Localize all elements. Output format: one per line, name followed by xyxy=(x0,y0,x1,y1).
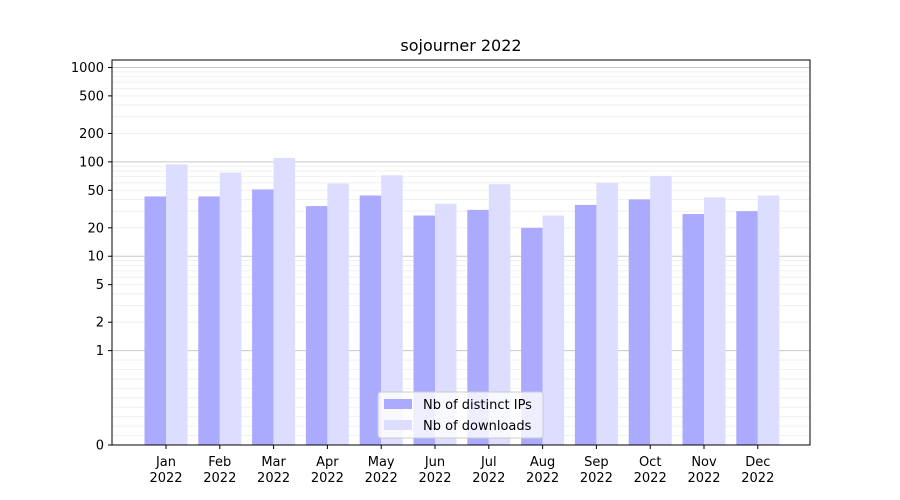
x-tick-label-year: 2022 xyxy=(687,471,720,486)
x-tick-label-year: 2022 xyxy=(257,471,290,486)
x-tick-label-year: 2022 xyxy=(472,471,505,486)
y-tick-label: 2 xyxy=(96,316,104,331)
x-tick-label-year: 2022 xyxy=(526,471,559,486)
bar-downloads xyxy=(596,182,618,445)
y-tick-label: 1 xyxy=(96,344,104,359)
y-tick-label: 1000 xyxy=(71,61,104,76)
x-axis: Jan2022Feb2022Mar2022Apr2022May2022Jun20… xyxy=(149,445,774,486)
bars-layer xyxy=(144,157,780,446)
y-tick-label: 0 xyxy=(96,439,104,454)
bar-distinct-ips xyxy=(252,189,274,445)
x-tick-label-month: Oct xyxy=(639,455,661,470)
y-tick-label: 5 xyxy=(96,278,104,293)
x-tick-label-month: Dec xyxy=(745,455,770,470)
bar-downloads xyxy=(488,184,511,445)
legend-label-distinct-ips: Nb of distinct IPs xyxy=(423,398,532,413)
x-tick-label-year: 2022 xyxy=(203,471,236,486)
x-tick-label-month: Feb xyxy=(208,455,231,470)
plot-frame xyxy=(111,59,811,446)
legend: Nb of distinct IPs Nb of downloads xyxy=(377,391,544,439)
bar-downloads xyxy=(757,195,780,445)
x-tick-label-year: 2022 xyxy=(418,471,451,486)
x-tick-label-year: 2022 xyxy=(311,471,344,486)
bar-distinct-ips xyxy=(521,227,543,445)
legend-box xyxy=(377,391,544,439)
bar-downloads xyxy=(166,164,188,446)
y-tick-label: 10 xyxy=(87,250,104,265)
x-tick-label-year: 2022 xyxy=(149,471,182,486)
bar-downloads xyxy=(435,203,457,445)
legend-swatch-distinct-ips xyxy=(384,399,412,409)
bar-distinct-ips xyxy=(359,195,382,445)
x-tick-label-month: Jan xyxy=(155,455,176,470)
x-tick-label-month: Sep xyxy=(584,455,609,470)
bar-distinct-ips xyxy=(144,196,166,445)
x-tick-label-month: Mar xyxy=(261,455,286,470)
x-tick-label-year: 2022 xyxy=(365,471,398,486)
y-tick-label: 200 xyxy=(79,127,104,142)
x-tick-label-month: Jul xyxy=(480,455,497,470)
bar-distinct-ips xyxy=(574,204,597,445)
x-tick-label-month: Nov xyxy=(691,455,717,470)
x-tick-label-year: 2022 xyxy=(634,471,667,486)
bar-distinct-ips xyxy=(305,206,328,445)
y-tick-label: 500 xyxy=(79,89,104,104)
bar-distinct-ips xyxy=(628,199,651,445)
bar-distinct-ips xyxy=(413,215,435,445)
bar-downloads xyxy=(542,215,565,445)
bar-distinct-ips xyxy=(198,196,220,445)
bar-downloads xyxy=(381,175,403,446)
y-tick-label: 50 xyxy=(87,184,104,199)
x-tick-label-month: Apr xyxy=(316,455,339,470)
bar-downloads xyxy=(219,172,242,445)
y-tick-label: 20 xyxy=(87,221,104,236)
bar-downloads xyxy=(327,183,349,446)
legend-label-downloads: Nb of downloads xyxy=(423,419,532,434)
bar-downloads xyxy=(704,197,726,445)
x-tick-label-year: 2022 xyxy=(580,471,613,486)
bar-downloads xyxy=(650,175,672,445)
bar-downloads xyxy=(273,157,296,445)
x-tick-label-month: Jun xyxy=(424,455,445,470)
x-tick-label-month: May xyxy=(368,455,395,470)
bar-distinct-ips xyxy=(467,209,489,445)
chart-title: sojourner 2022 xyxy=(400,36,521,55)
x-tick-label-month: Aug xyxy=(530,455,555,470)
bar-distinct-ips xyxy=(736,211,758,445)
y-tick-label: 100 xyxy=(79,155,104,170)
legend-swatch-downloads xyxy=(384,420,412,430)
y-axis: 0 1 2 5 10 20 50 100 200 500 1000 xyxy=(71,61,112,454)
x-tick-label-year: 2022 xyxy=(741,471,774,486)
bar-distinct-ips xyxy=(682,214,704,445)
